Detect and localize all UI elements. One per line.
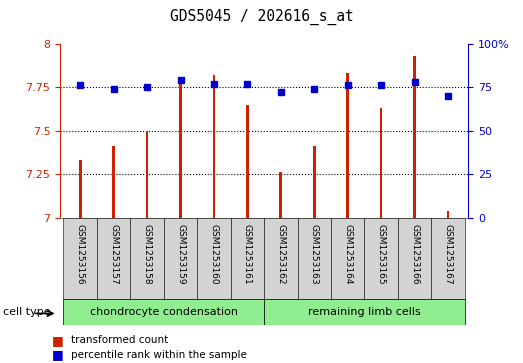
Text: percentile rank within the sample: percentile rank within the sample	[71, 350, 246, 360]
Bar	[246, 105, 249, 218]
Bar	[231, 218, 264, 299]
Bar	[331, 218, 365, 299]
Bar	[298, 218, 331, 299]
Bar	[447, 211, 449, 218]
Bar	[380, 108, 382, 218]
Text: GSM1253166: GSM1253166	[410, 224, 419, 285]
Bar	[279, 172, 282, 218]
Bar	[79, 160, 82, 218]
Text: GSM1253165: GSM1253165	[377, 224, 385, 285]
Bar	[346, 73, 349, 218]
Bar	[398, 218, 431, 299]
Text: GSM1253156: GSM1253156	[76, 224, 85, 285]
Text: ■: ■	[52, 334, 64, 347]
Text: ■: ■	[52, 348, 64, 362]
Text: GSM1253159: GSM1253159	[176, 224, 185, 285]
Text: GDS5045 / 202616_s_at: GDS5045 / 202616_s_at	[169, 9, 354, 25]
Bar	[146, 131, 149, 218]
Bar	[112, 146, 115, 218]
Text: GSM1253164: GSM1253164	[343, 224, 352, 285]
Text: GSM1253158: GSM1253158	[143, 224, 152, 285]
Text: GSM1253157: GSM1253157	[109, 224, 118, 285]
Bar	[97, 218, 130, 299]
Text: GSM1253162: GSM1253162	[276, 224, 286, 285]
Bar	[313, 146, 315, 218]
Text: GSM1253160: GSM1253160	[209, 224, 219, 285]
Text: transformed count: transformed count	[71, 335, 168, 346]
Bar	[413, 56, 416, 218]
Bar	[164, 218, 197, 299]
Bar	[431, 218, 465, 299]
Text: GSM1253163: GSM1253163	[310, 224, 319, 285]
Bar	[213, 75, 215, 218]
Bar	[130, 218, 164, 299]
Text: GSM1253167: GSM1253167	[444, 224, 452, 285]
Bar	[264, 299, 465, 325]
Text: remaining limb cells: remaining limb cells	[308, 307, 421, 317]
Bar	[63, 218, 97, 299]
Bar	[179, 82, 182, 218]
Bar	[264, 218, 298, 299]
Bar	[63, 299, 264, 325]
Text: chondrocyte condensation: chondrocyte condensation	[90, 307, 238, 317]
Text: GSM1253161: GSM1253161	[243, 224, 252, 285]
Bar	[365, 218, 398, 299]
Bar	[197, 218, 231, 299]
Text: cell type: cell type	[3, 307, 50, 317]
